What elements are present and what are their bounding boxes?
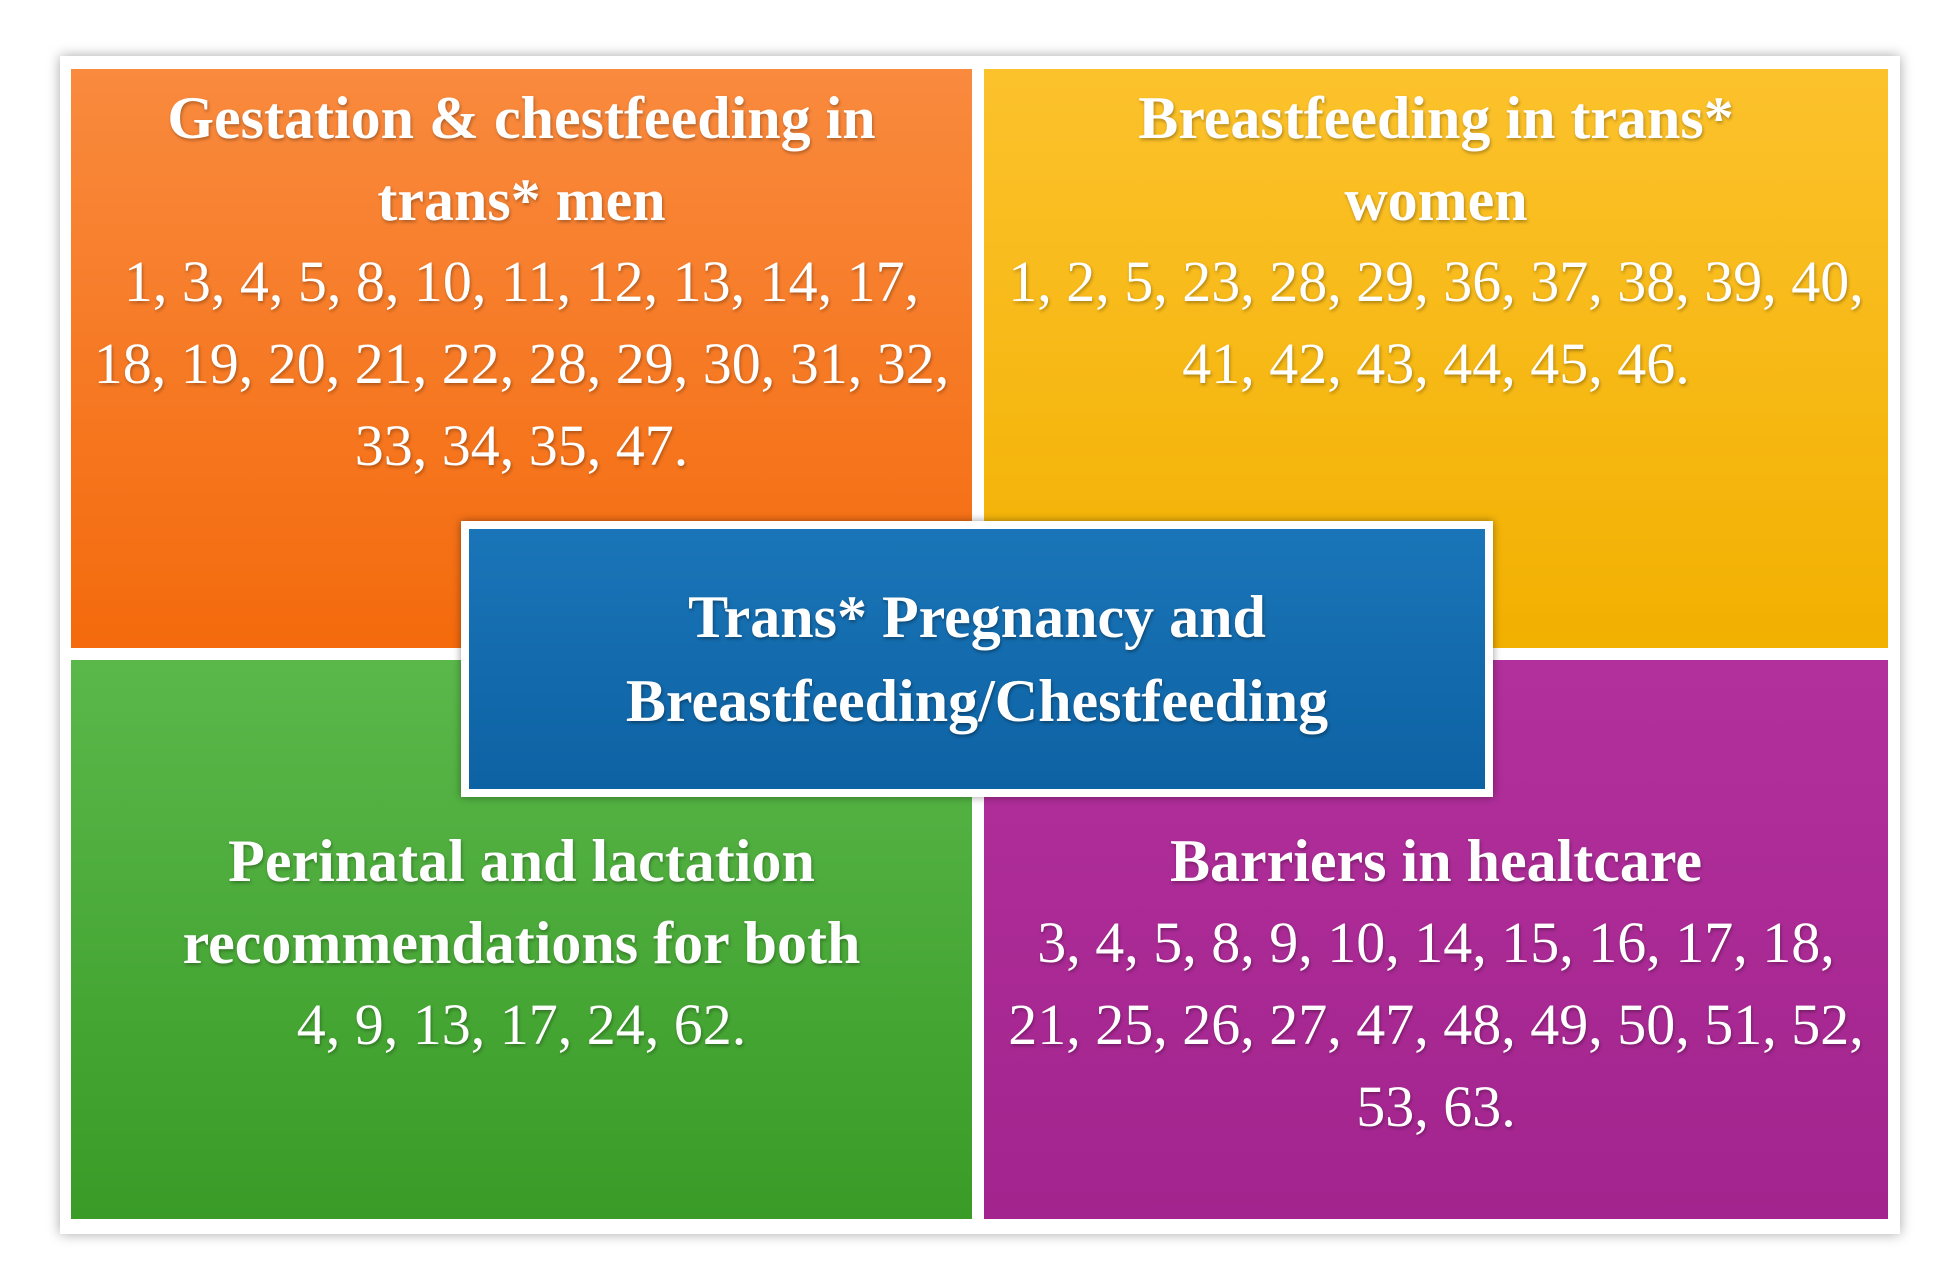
quadrant-title: Breastfeeding in trans* women (1138, 85, 1734, 233)
quadrant-title: Perinatal and lactation recommendations … (182, 828, 861, 976)
quadrant-references: 1, 3, 4, 5, 8, 10, 11, 12, 13, 14, 17, 1… (93, 249, 950, 478)
center-box: Trans* Pregnancy and Breastfeeding/Chest… (461, 521, 1493, 797)
quadrant-references: 4, 9, 13, 17, 24, 62. (296, 992, 747, 1057)
quadrant: Gestation & chestfeeding in trans* men 1… (71, 69, 972, 648)
quadrant-title: Barriers in healtcare (1169, 828, 1703, 894)
quadrant-references: 1, 2, 5, 23, 28, 29, 36, 37, 38, 39, 40,… (1008, 249, 1864, 396)
quadrant-title: Gestation & chestfeeding in trans* men (167, 85, 876, 233)
quadrant-references: 3, 4, 5, 8, 9, 10, 14, 15, 16, 17, 18, 2… (1008, 910, 1864, 1139)
center-title: Trans* Pregnancy and Breastfeeding/Chest… (625, 584, 1329, 734)
